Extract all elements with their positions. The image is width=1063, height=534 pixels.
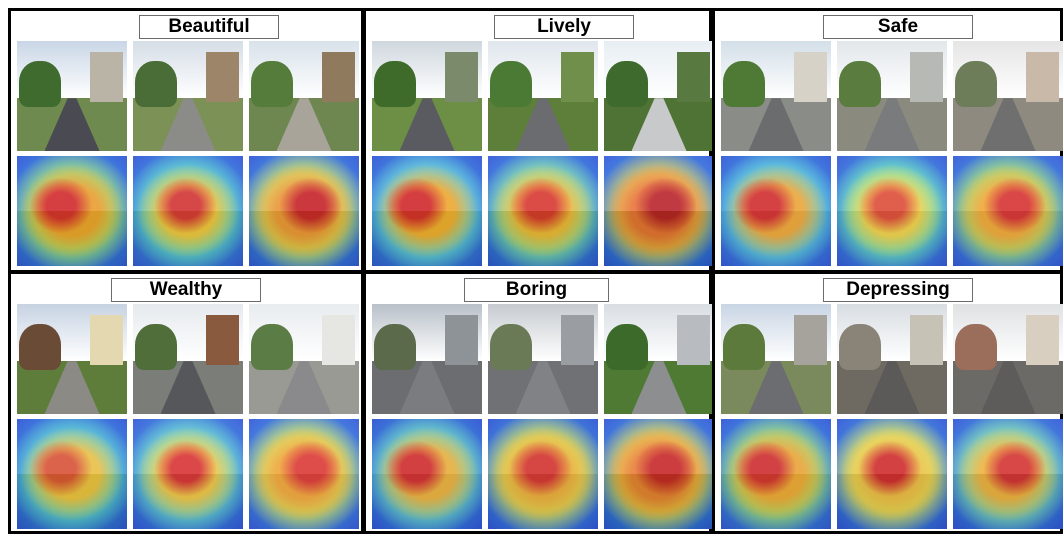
boring-heatmap-2 (488, 419, 598, 529)
lively-title: Lively (494, 15, 634, 39)
safe-title: Safe (823, 15, 973, 39)
wealthy-street-photo-1 (17, 304, 127, 414)
wealthy-panel: Wealthy (8, 271, 364, 534)
boring-panel: Boring (363, 271, 712, 534)
depressing-street-photo-2 (837, 304, 947, 414)
beautiful-title: Beautiful (139, 15, 279, 39)
lively-heatmap-3 (604, 156, 714, 266)
safe-heatmap-2 (837, 156, 947, 266)
wealthy-street-photo-2 (133, 304, 243, 414)
wealthy-heatmap-1 (17, 419, 127, 529)
beautiful-panel: Beautiful (8, 8, 364, 273)
depressing-panel: Depressing (712, 271, 1063, 534)
depressing-street-photo-3 (953, 304, 1063, 414)
wealthy-heatmap-2 (133, 419, 243, 529)
safe-street-photo-3 (953, 41, 1063, 151)
wealthy-street-photo-3 (249, 304, 359, 414)
depressing-heatmap-1 (721, 419, 831, 529)
lively-heatmap-2 (488, 156, 598, 266)
depressing-street-photo-1 (721, 304, 831, 414)
boring-street-photo-3 (604, 304, 714, 414)
beautiful-street-photo-1 (17, 41, 127, 151)
boring-street-photo-1 (372, 304, 482, 414)
safe-heatmap-1 (721, 156, 831, 266)
lively-panel: Lively (363, 8, 712, 273)
depressing-heatmap-2 (837, 419, 947, 529)
boring-street-photo-2 (488, 304, 598, 414)
beautiful-heatmap-1 (17, 156, 127, 266)
safe-street-photo-2 (837, 41, 947, 151)
boring-heatmap-3 (604, 419, 714, 529)
lively-heatmap-1 (372, 156, 482, 266)
beautiful-street-photo-2 (133, 41, 243, 151)
boring-heatmap-1 (372, 419, 482, 529)
safe-panel: Safe (712, 8, 1063, 273)
wealthy-title: Wealthy (111, 278, 261, 302)
safe-street-photo-1 (721, 41, 831, 151)
depressing-title: Depressing (823, 278, 973, 302)
beautiful-street-photo-3 (249, 41, 359, 151)
depressing-heatmap-3 (953, 419, 1063, 529)
boring-title: Boring (464, 278, 609, 302)
lively-street-photo-2 (488, 41, 598, 151)
beautiful-heatmap-2 (133, 156, 243, 266)
beautiful-heatmap-3 (249, 156, 359, 266)
safe-heatmap-3 (953, 156, 1063, 266)
lively-street-photo-3 (604, 41, 714, 151)
lively-street-photo-1 (372, 41, 482, 151)
wealthy-heatmap-3 (249, 419, 359, 529)
